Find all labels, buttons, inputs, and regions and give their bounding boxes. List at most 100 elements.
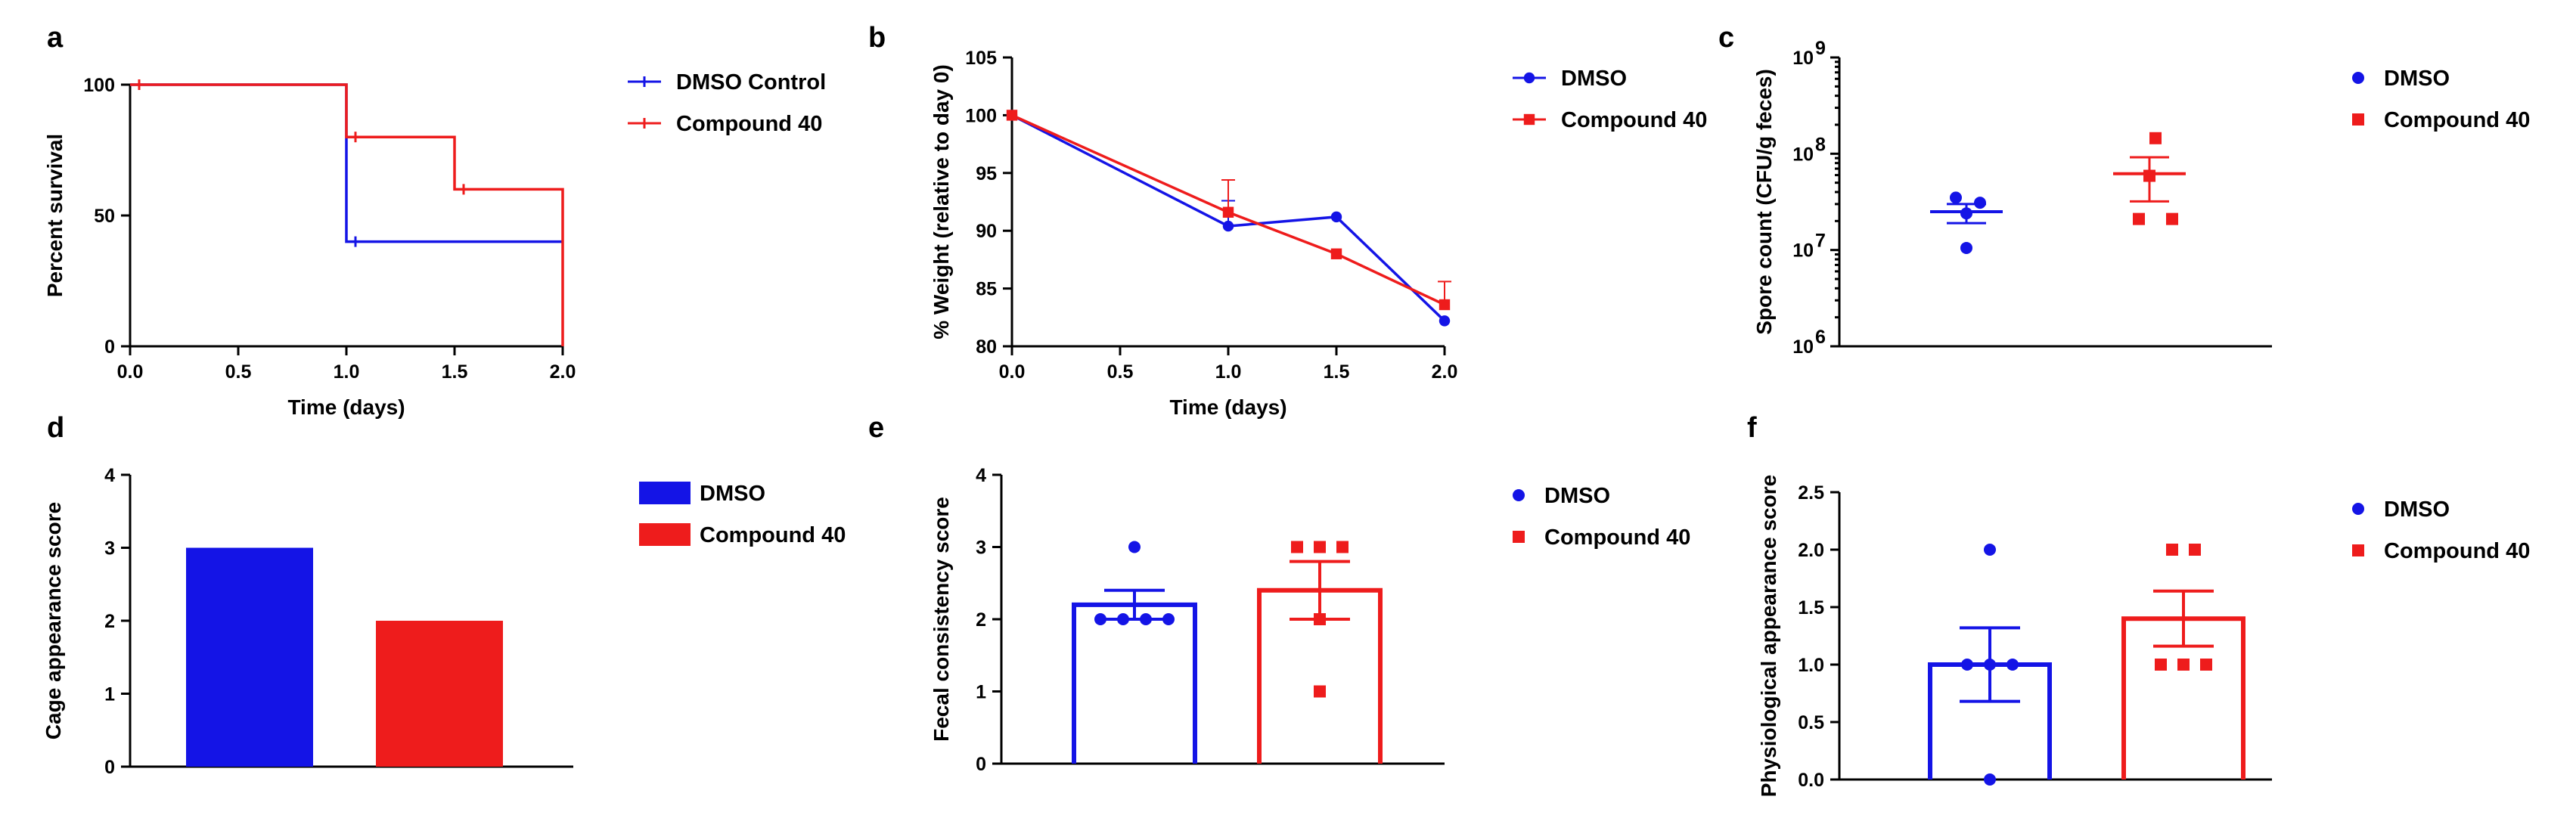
panel-letter: d bbox=[47, 412, 64, 444]
panel-letter: e bbox=[868, 412, 884, 444]
y-tick-label: 3 bbox=[104, 538, 115, 559]
y-tick-label: 2 bbox=[976, 609, 986, 631]
y-tick-label: 1 bbox=[104, 684, 115, 705]
data-point bbox=[1336, 541, 1349, 553]
legend-label: Compound 40 bbox=[1561, 108, 1707, 132]
data-point bbox=[1960, 207, 1972, 220]
y-tick-label: 3 bbox=[976, 538, 986, 559]
y-tick-label: 0.0 bbox=[1798, 770, 1824, 791]
bar-dmso bbox=[186, 547, 313, 767]
series-dmso bbox=[1930, 191, 2003, 254]
data-point bbox=[1961, 659, 1973, 671]
legend-entry: Compound 40 bbox=[628, 112, 822, 136]
y-axis-label: Spore count (CFU/g feces) bbox=[1752, 69, 1776, 335]
y-tick-label: 2 bbox=[104, 611, 115, 632]
x-tick-label: 1.0 bbox=[334, 361, 360, 383]
x-tick-label: 2.0 bbox=[1432, 361, 1458, 383]
data-point bbox=[1140, 613, 1152, 625]
legend-swatch-marker bbox=[2352, 544, 2364, 556]
data-point bbox=[1984, 659, 1996, 671]
panel-letter: f bbox=[1747, 412, 1757, 444]
data-point bbox=[1330, 248, 1342, 259]
series-compound-40 bbox=[1006, 110, 1451, 311]
legend-swatch-box bbox=[639, 482, 691, 504]
series-line bbox=[130, 83, 564, 346]
legend-label: DMSO bbox=[700, 482, 765, 506]
y-axis-label: Percent survival bbox=[43, 134, 67, 297]
y-axis-label: Physiological appearance score bbox=[1757, 475, 1780, 797]
legend-swatch-marker bbox=[1523, 72, 1535, 84]
series-dmso bbox=[1072, 541, 1197, 764]
data-point bbox=[2166, 544, 2178, 556]
y-tick-label: 0 bbox=[104, 757, 115, 778]
data-point bbox=[2177, 659, 2190, 671]
y-tick-label: 4 bbox=[104, 465, 115, 486]
y-tick-label: 100 bbox=[83, 75, 115, 96]
y-tick-label: 50 bbox=[94, 206, 115, 227]
y-tick-label: 4 bbox=[976, 465, 986, 486]
y-tick-label: 2.0 bbox=[1798, 540, 1824, 561]
data-point bbox=[2006, 659, 2019, 671]
series-compound-40 bbox=[1257, 541, 1383, 764]
y-tick-label: 1 bbox=[976, 682, 986, 703]
series-line bbox=[1011, 113, 1446, 322]
y-tick-label: 10 bbox=[1792, 48, 1814, 69]
data-point bbox=[1128, 541, 1141, 553]
legend-label: DMSO Control bbox=[676, 70, 826, 95]
x-tick-label: 0.5 bbox=[1107, 361, 1134, 383]
y-tick-label: 1.5 bbox=[1798, 597, 1824, 618]
x-tick-label: 1.5 bbox=[442, 361, 468, 383]
series-compound-40 bbox=[2113, 132, 2186, 225]
panel-d: d 0 1 2 3 4 Cage appearance score DMSO Compound … bbox=[42, 412, 846, 778]
legend-swatch-marker bbox=[1523, 113, 1535, 126]
panel-f: f 0.0 0.5 1.0 1.5 2.0 2.5 Physiological appeara… bbox=[1747, 412, 2530, 797]
legend-label: Compound 40 bbox=[676, 112, 822, 136]
y-axis-label: Fecal consistency score bbox=[930, 497, 953, 742]
series-line bbox=[1011, 113, 1445, 306]
y-tick-label: 100 bbox=[965, 105, 997, 126]
legend-swatch-marker bbox=[1513, 531, 1525, 543]
y-tick-label: 1.0 bbox=[1798, 655, 1824, 676]
data-point bbox=[2200, 659, 2212, 671]
data-point bbox=[1984, 773, 1996, 786]
y-tick-label: 10 bbox=[1792, 336, 1814, 358]
y-tick-label: 10 bbox=[1792, 240, 1814, 262]
series-compound-40 bbox=[2121, 544, 2245, 780]
x-tick-label: 0.0 bbox=[999, 361, 1026, 383]
bar-outline bbox=[1072, 602, 1197, 764]
legend-entry: DMSO bbox=[2352, 497, 2450, 522]
legend-label: DMSO bbox=[1561, 67, 1627, 91]
y-tick-label: 2.5 bbox=[1798, 482, 1824, 504]
legend-entry: DMSO bbox=[2352, 67, 2450, 91]
data-point bbox=[1222, 220, 1234, 232]
data-point bbox=[1162, 613, 1175, 625]
data-point bbox=[1439, 299, 1451, 311]
panel-letter: b bbox=[868, 22, 886, 54]
y-tick-label: 10 bbox=[1792, 144, 1814, 165]
data-point bbox=[1222, 206, 1234, 218]
y-tick-label: 0 bbox=[976, 754, 986, 775]
bar-compound-40 bbox=[376, 621, 503, 767]
data-point bbox=[1439, 315, 1451, 327]
legend-entry: Compound 40 bbox=[1513, 108, 1707, 132]
legend-entry: Compound 40 bbox=[2352, 539, 2530, 563]
panel-letter: c bbox=[1718, 22, 1734, 54]
data-point bbox=[1291, 541, 1303, 553]
legend-label: DMSO bbox=[2384, 67, 2450, 91]
data-point bbox=[2155, 659, 2167, 671]
x-axis-label: Time (days) bbox=[1169, 395, 1286, 419]
x-tick-label: 0.5 bbox=[225, 361, 252, 383]
legend-entry: Compound 40 bbox=[639, 523, 846, 547]
legend-label: Compound 40 bbox=[2384, 108, 2530, 132]
y-tick-label: 85 bbox=[976, 279, 997, 300]
data-point bbox=[1960, 241, 1972, 254]
legend-entry: DMSO Control bbox=[628, 70, 826, 95]
x-tick-label: 2.0 bbox=[550, 361, 576, 383]
y-tick-label: 105 bbox=[965, 48, 997, 69]
y-tick-label: 0.5 bbox=[1798, 712, 1824, 733]
legend-swatch-marker bbox=[2352, 503, 2364, 515]
legend-swatch-marker bbox=[2352, 113, 2364, 126]
data-point bbox=[1314, 613, 1326, 625]
data-point bbox=[1314, 685, 1326, 698]
